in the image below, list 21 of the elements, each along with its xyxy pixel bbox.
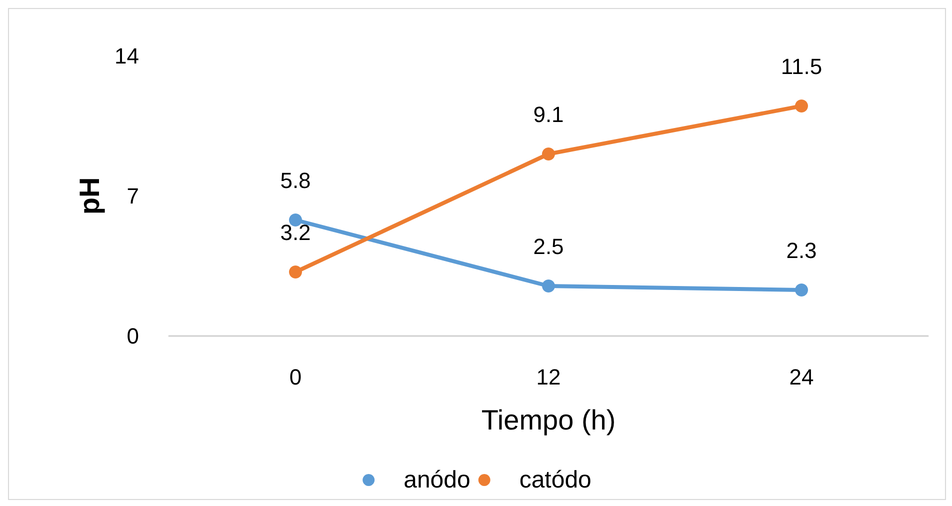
data-label: 9.1 — [533, 102, 564, 127]
y-tick-label: 14 — [114, 44, 139, 68]
y-axis-title: pH — [74, 177, 106, 215]
point — [795, 284, 808, 296]
data-label: 2.5 — [533, 234, 564, 259]
point — [289, 266, 302, 278]
x-tick-label: 0 — [289, 364, 302, 390]
x-axis-title: Tiempo (h) — [481, 404, 616, 436]
x-tick-label: 24 — [789, 364, 814, 390]
data-label: 2.3 — [786, 238, 817, 263]
point — [542, 148, 555, 160]
data-label: 5.8 — [280, 168, 311, 193]
point — [795, 100, 808, 112]
y-tick-label: 0 — [126, 324, 139, 348]
y-tick-label: 7 — [126, 184, 139, 208]
point — [542, 280, 555, 292]
data-label: 3.2 — [280, 220, 311, 245]
data-label: 11.5 — [780, 54, 822, 79]
legend-label: anódo — [404, 466, 470, 494]
legend-label: catódo — [519, 466, 592, 494]
x-tick-label: 12 — [536, 364, 561, 390]
